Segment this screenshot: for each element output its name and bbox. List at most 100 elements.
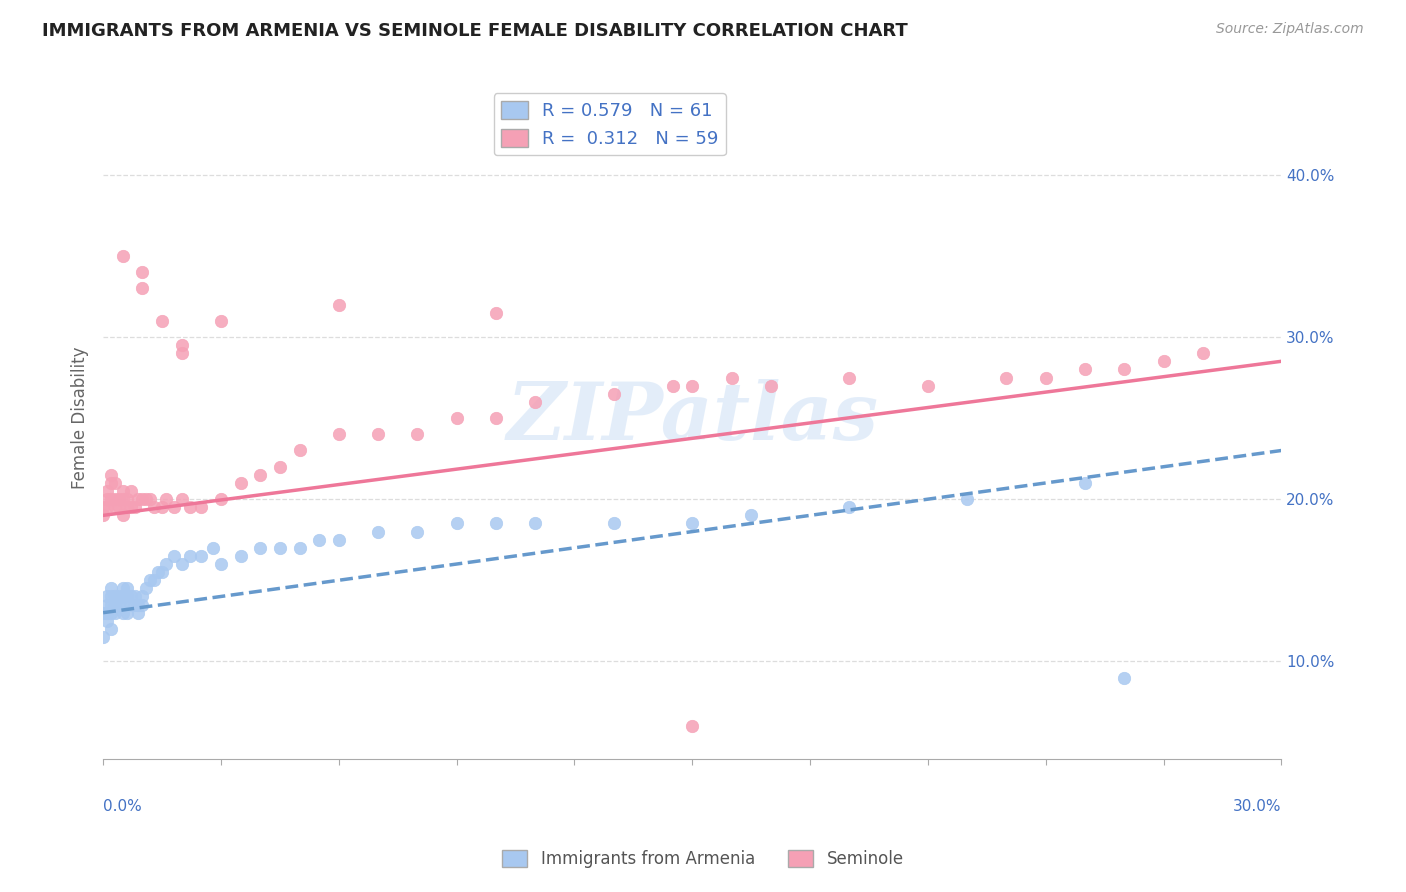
Point xyxy=(124,500,146,515)
Point xyxy=(104,606,127,620)
Point xyxy=(115,606,138,620)
Point xyxy=(485,411,508,425)
Point xyxy=(120,484,142,499)
Point xyxy=(111,590,134,604)
Point xyxy=(127,492,149,507)
Point xyxy=(269,541,291,555)
Point xyxy=(96,598,118,612)
Point xyxy=(135,582,157,596)
Point xyxy=(190,500,212,515)
Point xyxy=(681,378,703,392)
Point xyxy=(111,606,134,620)
Point xyxy=(308,533,330,547)
Point xyxy=(209,557,232,571)
Point xyxy=(124,598,146,612)
Point xyxy=(143,500,166,515)
Point xyxy=(115,492,138,507)
Point xyxy=(104,475,127,490)
Point xyxy=(131,492,153,507)
Point xyxy=(367,427,389,442)
Point xyxy=(131,281,153,295)
Point xyxy=(131,590,153,604)
Text: 30.0%: 30.0% xyxy=(1233,799,1281,814)
Point xyxy=(150,500,173,515)
Point xyxy=(100,606,122,620)
Point xyxy=(139,492,162,507)
Point xyxy=(446,411,468,425)
Point xyxy=(838,500,860,515)
Point xyxy=(131,598,153,612)
Point xyxy=(100,475,122,490)
Point xyxy=(111,598,134,612)
Point xyxy=(1074,475,1097,490)
Point xyxy=(155,492,177,507)
Point xyxy=(602,386,624,401)
Point xyxy=(524,516,547,531)
Point xyxy=(170,346,193,360)
Point xyxy=(190,549,212,563)
Point xyxy=(100,492,122,507)
Point xyxy=(179,549,201,563)
Point xyxy=(170,338,193,352)
Point xyxy=(328,533,350,547)
Point xyxy=(91,630,114,644)
Point xyxy=(96,590,118,604)
Point xyxy=(328,297,350,311)
Point xyxy=(681,516,703,531)
Point xyxy=(111,582,134,596)
Point xyxy=(995,370,1018,384)
Point xyxy=(120,500,142,515)
Point xyxy=(104,492,127,507)
Point xyxy=(124,590,146,604)
Point xyxy=(269,459,291,474)
Point xyxy=(111,484,134,499)
Point xyxy=(96,492,118,507)
Point xyxy=(120,590,142,604)
Point xyxy=(91,508,114,523)
Point xyxy=(155,557,177,571)
Point xyxy=(139,574,162,588)
Point xyxy=(96,606,118,620)
Point xyxy=(209,492,232,507)
Point xyxy=(202,541,225,555)
Point xyxy=(1035,370,1057,384)
Point xyxy=(91,606,114,620)
Point xyxy=(143,574,166,588)
Point xyxy=(163,549,186,563)
Point xyxy=(131,265,153,279)
Point xyxy=(127,606,149,620)
Point xyxy=(108,492,131,507)
Point xyxy=(209,314,232,328)
Point xyxy=(96,484,118,499)
Point xyxy=(146,565,169,579)
Point xyxy=(170,557,193,571)
Point xyxy=(328,427,350,442)
Point xyxy=(1114,362,1136,376)
Point xyxy=(127,598,149,612)
Point xyxy=(163,500,186,515)
Point xyxy=(446,516,468,531)
Point xyxy=(96,500,118,515)
Point xyxy=(104,500,127,515)
Point xyxy=(1114,671,1136,685)
Point xyxy=(485,305,508,319)
Text: 0.0%: 0.0% xyxy=(103,799,142,814)
Point xyxy=(115,590,138,604)
Point xyxy=(838,370,860,384)
Point xyxy=(111,492,134,507)
Point xyxy=(602,516,624,531)
Point xyxy=(108,598,131,612)
Point xyxy=(229,475,252,490)
Point xyxy=(100,467,122,482)
Point xyxy=(150,565,173,579)
Point xyxy=(170,492,193,507)
Point xyxy=(485,516,508,531)
Point xyxy=(150,314,173,328)
Point xyxy=(135,492,157,507)
Point xyxy=(111,249,134,263)
Point xyxy=(1153,354,1175,368)
Point xyxy=(720,370,742,384)
Point xyxy=(681,719,703,733)
Point xyxy=(111,508,134,523)
Point xyxy=(115,500,138,515)
